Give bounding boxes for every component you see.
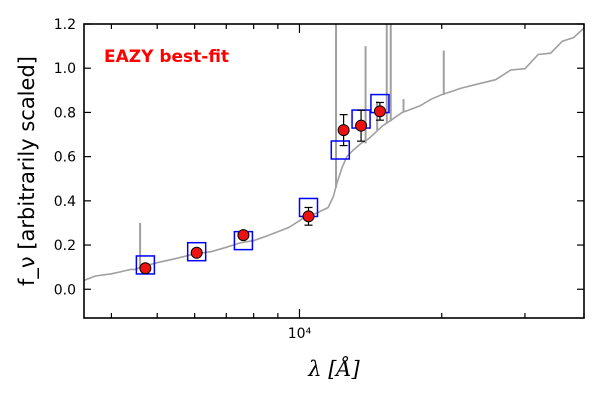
model-flux-box	[186, 241, 207, 262]
annotation-label: EAZY best-fit	[104, 47, 229, 67]
y-tick-label: 0.0	[54, 282, 76, 298]
x-tick-label: 10⁴	[288, 326, 312, 342]
observed-flux-point	[302, 210, 315, 223]
observed-flux-point	[139, 262, 152, 275]
x-axis-label: λ [Å]	[307, 356, 360, 381]
observed-flux-point	[373, 105, 386, 118]
y-axis-label: f_ν [arbitrarily scaled]	[15, 56, 40, 286]
y-tick-label: 0.6	[54, 150, 76, 166]
observed-flux-point	[237, 229, 250, 242]
model-flux-box	[330, 140, 351, 160]
observed-flux-point	[337, 124, 350, 137]
y-tick-label: 1.0	[54, 61, 76, 77]
observed-flux-point	[355, 119, 368, 132]
observed-flux-point	[190, 246, 203, 259]
plot-frame	[83, 23, 585, 319]
photometry-points	[135, 93, 390, 275]
y-tick-label: 0.2	[54, 238, 76, 254]
axis-ticks: 0.0 0.2 0.4 0.6 0.8 1.0 1.2 10⁴	[54, 17, 585, 342]
y-tick-label: 0.4	[54, 194, 76, 210]
y-tick-label: 1.2	[54, 17, 76, 33]
y-tick-label: 0.8	[54, 105, 76, 121]
